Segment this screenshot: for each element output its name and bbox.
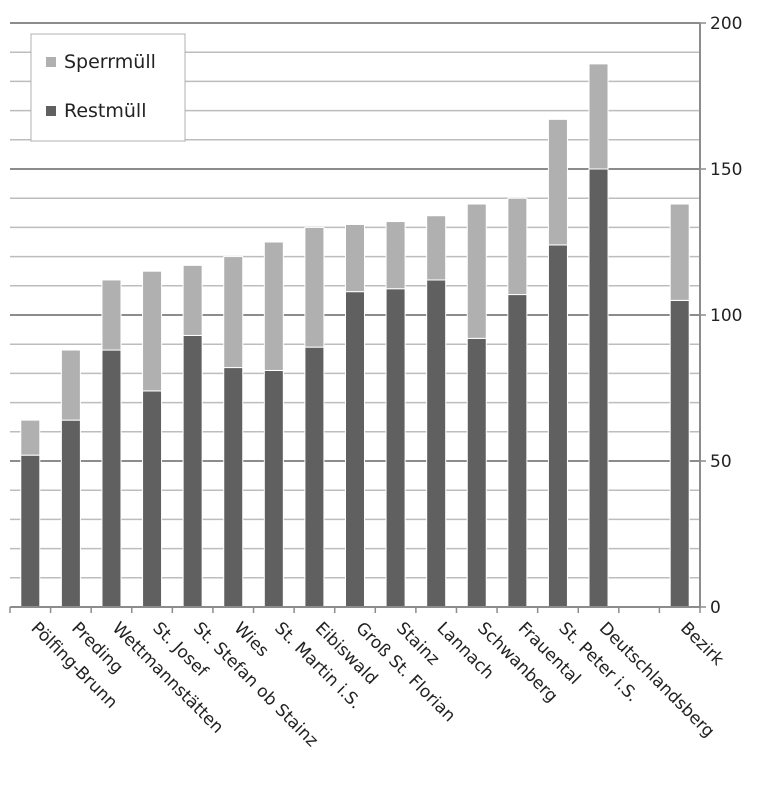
bar-sperrmuell-bezirk <box>669 203 690 301</box>
bar-restmuell-polfing-brunn <box>20 454 41 608</box>
bar-sperrmuell-wettmannstatten <box>101 279 122 351</box>
bar-sperrmuell-st-stefan-ob-stainz <box>182 264 203 336</box>
bar-sperrmuell-st-peter-i-s <box>547 118 568 246</box>
bar-restmuell-preding <box>60 419 81 608</box>
bar-restmuell-st-peter-i-s <box>547 244 568 608</box>
bar-restmuell-st-stefan-ob-stainz <box>182 334 203 608</box>
legend-swatch-restmuell <box>46 106 56 116</box>
legend-label-sperrmuell: Sperrmüll <box>64 51 156 73</box>
bar-restmuell-frauental <box>507 294 528 608</box>
bar-sperrmuell-eibiswald <box>304 226 325 348</box>
legend-swatch-sperrmuell <box>46 57 56 67</box>
bar-restmuell-stainz <box>385 288 406 608</box>
bar-restmuell-st-josef <box>142 390 163 608</box>
legend: Sperrmüll Restmüll <box>30 33 186 142</box>
bar-sperrmuell-lannach <box>426 215 447 281</box>
bar-restmuell-wettmannstatten <box>101 349 122 608</box>
bar-restmuell-deutschlandsberg <box>588 168 609 608</box>
bar-sperrmuell-wies <box>223 256 244 369</box>
bar-restmuell-gross-st-florian <box>345 291 365 608</box>
bars <box>20 63 690 608</box>
y-tick-label-200: 200 <box>710 14 742 34</box>
y-tick-label-100: 100 <box>710 306 742 326</box>
bar-sperrmuell-schwanberg <box>466 203 487 339</box>
bar-sperrmuell-frauental <box>507 197 528 296</box>
bar-sperrmuell-st-josef <box>142 270 163 392</box>
bar-sperrmuell-preding <box>60 349 81 421</box>
legend-box <box>30 33 186 142</box>
bar-restmuell-schwanberg <box>466 337 487 608</box>
legend-label-restmuell: Restmüll <box>64 100 147 122</box>
bar-sperrmuell-deutschlandsberg <box>588 63 609 170</box>
bar-sperrmuell-polfing-brunn <box>20 419 41 456</box>
bar-restmuell-eibiswald <box>304 346 325 608</box>
bar-restmuell-bezirk <box>669 299 690 608</box>
x-tick-label-bezirk: Bezirk <box>676 618 727 669</box>
bar-restmuell-st-martin-i-s <box>263 369 284 608</box>
y-tick-label-150: 150 <box>710 160 742 180</box>
bar-restmuell-wies <box>223 367 244 608</box>
y-tick-label-0: 0 <box>710 598 721 618</box>
y-axis-ticks: 0 50 100 150 200 <box>700 14 742 618</box>
bar-sperrmuell-stainz <box>385 221 406 290</box>
bar-sperrmuell-st-martin-i-s <box>263 241 284 371</box>
bar-sperrmuell-gross-st-florian <box>345 223 365 293</box>
y-tick-label-50: 50 <box>710 452 732 472</box>
bar-restmuell-lannach <box>426 279 447 608</box>
